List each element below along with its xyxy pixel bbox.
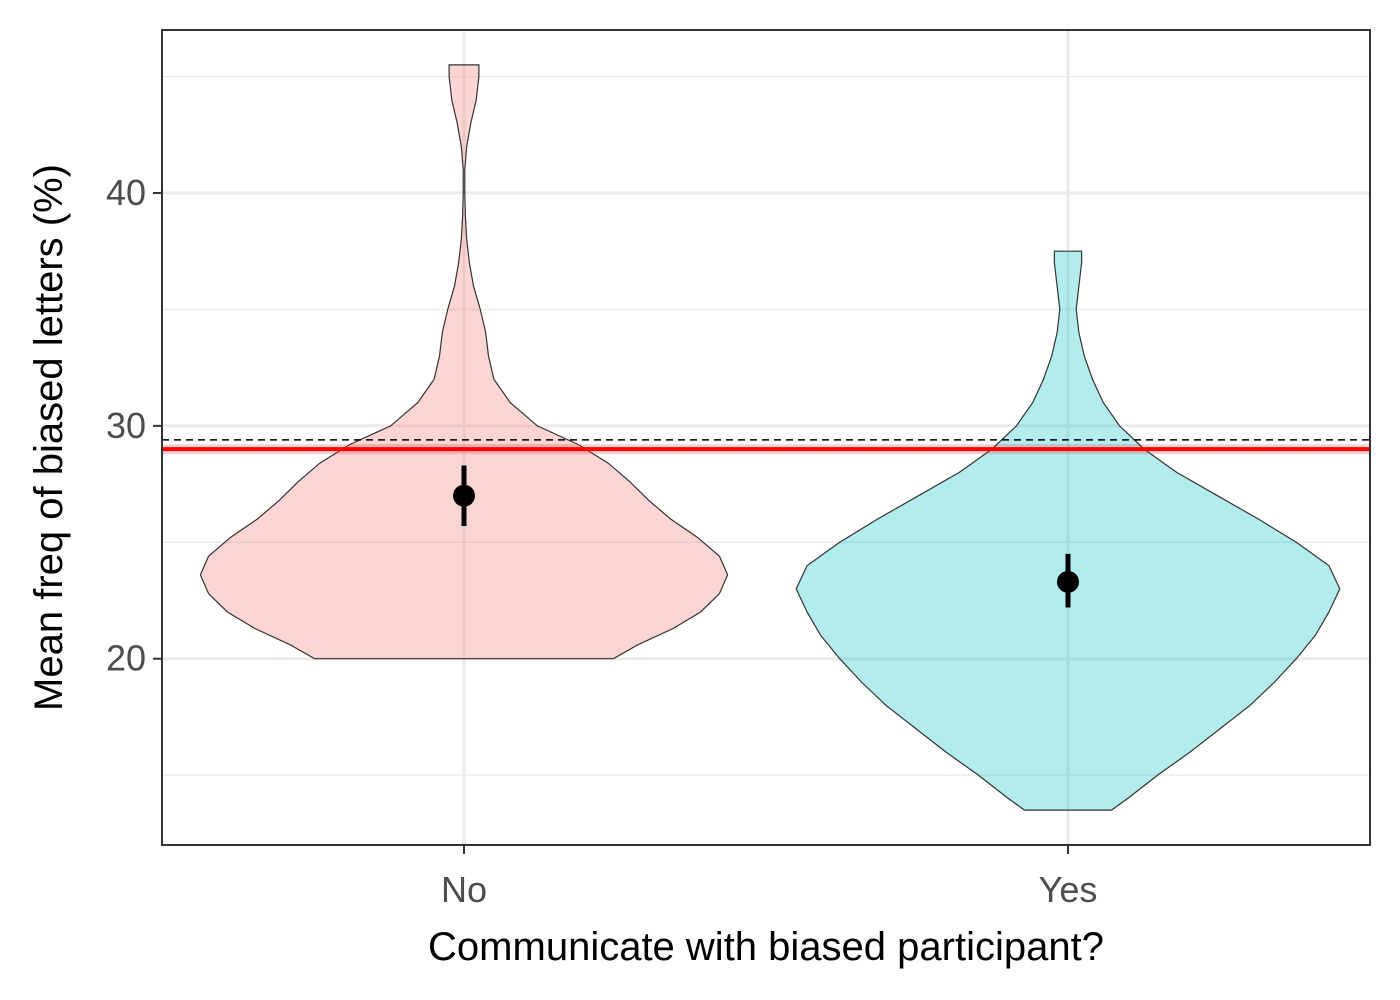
mean-point-no	[453, 484, 475, 507]
y-tick-label: 30	[106, 405, 146, 446]
y-tick-label: 40	[106, 172, 146, 213]
x-axis: No Yes	[441, 845, 1097, 910]
x-axis-title: Communicate with biased participant?	[428, 925, 1104, 969]
x-tick-label: Yes	[1039, 869, 1098, 910]
error-bars	[453, 465, 1079, 608]
major-gridlines	[162, 30, 1370, 845]
y-tick-label: 20	[106, 638, 146, 679]
minor-gridlines	[162, 75, 1370, 776]
y-axis: 20 30 40	[106, 172, 162, 679]
panel-border	[161, 29, 1371, 846]
violins	[199, 64, 1341, 811]
mean-point-yes	[1057, 570, 1079, 593]
y-axis-title: Mean freq of biased letters (%)	[27, 164, 71, 711]
violin-no	[199, 64, 729, 660]
violin-yes	[795, 250, 1341, 811]
panel-background	[162, 30, 1370, 845]
x-tick-label: No	[441, 869, 487, 910]
reference-lines	[162, 439, 1370, 455]
